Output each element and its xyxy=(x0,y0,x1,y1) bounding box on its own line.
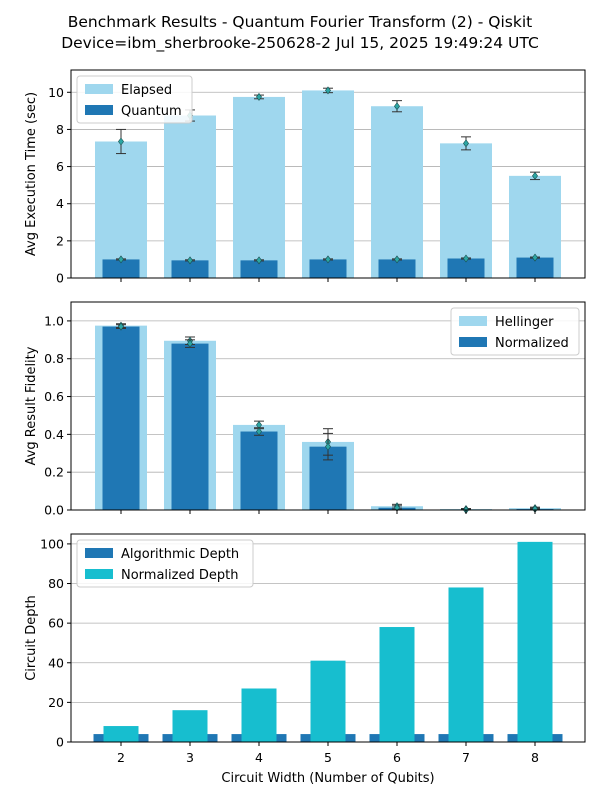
legend-swatch xyxy=(85,105,113,115)
y-axis-label: Circuit Depth xyxy=(24,595,39,681)
y-tick-label: 10 xyxy=(48,85,64,100)
bar-elapsed xyxy=(233,96,285,278)
data-point-marker xyxy=(256,92,262,101)
y-tick-label: 0 xyxy=(56,735,64,750)
panel-3: 0 20 40 60 80 100 Circuit Depth Algorithmic Dep… xyxy=(24,533,586,750)
panel-2: 0.0 0.2 0.4 0.6 0.8 1.0 Avg Result Fidelity Hel… xyxy=(24,301,586,518)
panel-1: 0 2 4 6 8 10 Avg Execution Time (sec) Elapsed Qu… xyxy=(24,69,586,286)
bar-elapsed xyxy=(302,90,354,278)
data-point-marker xyxy=(256,256,262,265)
x-tick-label: 2 xyxy=(117,750,125,765)
legend-swatch xyxy=(85,84,113,94)
y-tick-label: 2 xyxy=(56,233,64,248)
legend-swatch xyxy=(459,316,487,326)
bar-quantum xyxy=(378,259,416,278)
y-tick-label: 20 xyxy=(48,695,64,710)
x-tick-label: 4 xyxy=(255,750,263,765)
data-point-marker xyxy=(463,254,469,263)
bar-normalized-depth-front xyxy=(172,710,208,742)
legend: Elapsed Quantum xyxy=(76,75,193,124)
bar-normalized-depth-front xyxy=(310,660,346,742)
data-point-marker xyxy=(118,137,124,146)
x-tick-label: 7 xyxy=(462,750,470,765)
legend: Hellinger Normalized xyxy=(450,307,580,356)
chart-subtitle: Device=ibm_sherbrooke-250628-2 Jul 15, 2… xyxy=(61,34,539,52)
x-tick-label: 3 xyxy=(186,750,194,765)
legend: Algorithmic Depth Normalized Depth xyxy=(76,539,254,588)
chart-title: Benchmark Results - Quantum Fourier Tran… xyxy=(67,13,533,31)
x-tick-label: 5 xyxy=(324,750,332,765)
data-point-marker xyxy=(118,322,124,331)
legend-box xyxy=(76,539,254,588)
x-axis-label: Circuit Width (Number of Qubits) xyxy=(221,771,434,786)
y-tick-label: 8 xyxy=(56,122,64,137)
legend-label: Hellinger xyxy=(495,315,554,330)
legend-label: Algorithmic Depth xyxy=(121,547,239,562)
x-tick-label: 8 xyxy=(531,750,539,765)
legend-label: Normalized xyxy=(495,336,569,351)
bar-normalized-depth-front xyxy=(517,541,553,742)
bar-normalized xyxy=(102,326,140,510)
data-point-marker xyxy=(325,86,331,95)
data-point-marker xyxy=(394,255,400,264)
bar-quantum xyxy=(102,259,140,278)
data-point-marker xyxy=(256,427,262,436)
y-tick-label: 0.8 xyxy=(44,351,64,366)
y-tick-label: 0.2 xyxy=(44,465,64,480)
x-tick-label: 6 xyxy=(393,750,401,765)
bar-normalized xyxy=(240,431,278,510)
data-point-marker xyxy=(394,102,400,111)
y-axis-label: Avg Execution Time (sec) xyxy=(24,92,39,256)
bar-elapsed xyxy=(164,115,216,278)
legend-label: Elapsed xyxy=(121,83,172,98)
y-tick-label: 80 xyxy=(48,576,64,591)
bar-quantum xyxy=(309,259,347,278)
legend-label: Quantum xyxy=(121,104,182,119)
data-point-marker xyxy=(187,256,193,265)
y-axis-label: Avg Result Fidelity xyxy=(24,346,39,465)
bar-normalized-depth-front xyxy=(241,688,277,742)
bar-normalized-depth-front xyxy=(103,726,139,742)
y-tick-label: 0 xyxy=(56,271,64,286)
bar-normalized xyxy=(171,343,209,510)
y-tick-label: 40 xyxy=(48,655,64,670)
y-tick-label: 60 xyxy=(48,616,64,631)
y-tick-label: 6 xyxy=(56,159,64,174)
y-tick-label: 0.0 xyxy=(44,503,64,518)
data-point-marker xyxy=(325,255,331,264)
data-point-marker xyxy=(463,139,469,148)
bar-quantum xyxy=(447,258,485,278)
y-tick-label: 1.0 xyxy=(44,313,64,328)
y-tick-label: 4 xyxy=(56,196,64,211)
bar-quantum xyxy=(240,260,278,278)
legend-swatch xyxy=(459,337,487,347)
y-tick-label: 0.6 xyxy=(44,389,64,404)
data-point-marker xyxy=(118,255,124,264)
data-point-marker xyxy=(187,339,193,348)
data-point-marker xyxy=(325,442,331,451)
bar-normalized-depth-front xyxy=(379,627,415,742)
legend-swatch xyxy=(85,569,113,579)
bar-elapsed xyxy=(371,106,423,278)
y-tick-label: 0.4 xyxy=(44,427,64,442)
bar-elapsed xyxy=(95,141,147,278)
bar-normalized-depth-front xyxy=(448,587,484,742)
bar-quantum xyxy=(516,257,554,278)
y-tick-label: 100 xyxy=(40,536,64,551)
data-point-marker xyxy=(532,253,538,262)
legend-swatch xyxy=(85,548,113,558)
data-point-marker xyxy=(532,171,538,180)
legend-label: Normalized Depth xyxy=(121,568,238,583)
chart-title-block: Benchmark Results - Quantum Fourier Tran… xyxy=(0,12,600,54)
bar-quantum xyxy=(171,260,209,278)
